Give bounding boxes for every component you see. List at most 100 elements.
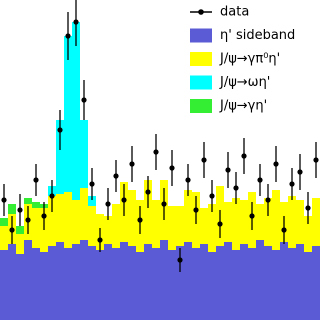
legend-swatch: [190, 75, 212, 90]
hist-segment: [56, 120, 64, 194]
hist-segment: [240, 244, 248, 320]
hist-segment: [304, 252, 312, 320]
hist-segment: [112, 248, 120, 320]
data-point: [105, 201, 111, 207]
data-point: [145, 189, 151, 195]
legend-swatch: [190, 28, 212, 43]
hist-segment: [8, 204, 16, 214]
hist-segment: [272, 250, 280, 320]
data-point: [217, 221, 223, 227]
hist-segment: [24, 240, 32, 320]
hist-segment: [120, 242, 128, 320]
data-point: [73, 19, 79, 25]
hist-segment: [136, 252, 144, 320]
hist-segment: [128, 190, 136, 246]
legend-label: η' sideband: [220, 28, 295, 43]
hist-segment: [288, 248, 296, 320]
hist-segment: [168, 250, 176, 320]
hist-segment: [16, 254, 24, 320]
data-point: [129, 161, 135, 167]
hist-segment: [216, 246, 224, 320]
hist-segment: [80, 120, 88, 188]
legend-swatch: [190, 99, 212, 113]
hist-segment: [208, 204, 216, 252]
hist-segment: [56, 194, 64, 242]
hist-segment: [80, 188, 88, 240]
data-point: [137, 217, 143, 223]
data-point: [89, 181, 95, 187]
legend-label: J/ψ→ωη': [219, 75, 270, 90]
hist-segment: [312, 246, 320, 320]
legend-label: J/ψ→γπ⁰η': [219, 52, 280, 67]
hist-segment: [224, 242, 232, 320]
hist-segment: [296, 244, 304, 320]
hist-segment: [304, 216, 312, 252]
hist-segment: [64, 248, 72, 320]
data-point: [97, 237, 103, 243]
data-point: [305, 205, 311, 211]
hist-segment: [152, 200, 160, 248]
data-point: [313, 157, 319, 163]
data-point: [153, 149, 159, 155]
legend-label: J/ψ→γη': [219, 99, 267, 114]
hist-segment: [0, 226, 8, 250]
hist-segment: [200, 208, 208, 244]
hist-segment: [240, 200, 248, 244]
hist-segment: [288, 196, 296, 248]
hist-segment: [24, 198, 32, 204]
hist-segment: [56, 242, 64, 320]
hist-segment: [0, 250, 8, 320]
data-point: [81, 97, 87, 103]
hist-segment: [256, 204, 264, 240]
data-point: [193, 207, 199, 213]
hist-segment: [184, 190, 192, 242]
hist-segment: [112, 204, 120, 248]
data-point: [289, 181, 295, 187]
data-point: [25, 217, 31, 223]
data-point: [249, 213, 255, 219]
legend-swatch: [190, 52, 212, 66]
data-point: [49, 193, 55, 199]
data-point: [273, 161, 279, 167]
hist-segment: [224, 202, 232, 242]
hist-segment: [272, 190, 280, 250]
hist-segment: [8, 244, 16, 320]
hist-segment: [168, 206, 176, 250]
data-point: [265, 197, 271, 203]
hist-segment: [88, 206, 96, 246]
hist-segment: [232, 250, 240, 320]
hist-segment: [296, 200, 304, 244]
hist-segment: [40, 252, 48, 320]
hist-segment: [32, 202, 40, 208]
hist-segment: [64, 192, 72, 248]
hist-segment: [72, 244, 80, 320]
data-point: [1, 197, 7, 203]
data-point: [161, 201, 167, 207]
hist-segment: [192, 248, 200, 320]
data-point: [209, 193, 215, 199]
hist-segment: [232, 198, 240, 250]
hist-segment: [64, 36, 72, 192]
data-point: [201, 157, 207, 163]
legend-label: data: [220, 5, 249, 20]
hist-segment: [48, 196, 56, 246]
data-point: [241, 153, 247, 159]
hist-segment: [200, 244, 208, 320]
hist-segment: [248, 248, 256, 320]
hist-segment: [104, 216, 112, 244]
data-point: [177, 257, 183, 263]
hist-segment: [72, 22, 80, 200]
hist-segment: [176, 246, 184, 320]
hist-segment: [48, 246, 56, 320]
data-point: [121, 197, 127, 203]
hist-segment: [96, 250, 104, 320]
legend-marker: [198, 9, 204, 15]
hist-segment: [128, 246, 136, 320]
data-point: [233, 185, 239, 191]
hist-segment: [264, 198, 272, 246]
data-point: [169, 165, 175, 171]
hist-segment: [16, 226, 24, 234]
hist-segment: [0, 218, 8, 226]
data-point: [17, 207, 23, 213]
